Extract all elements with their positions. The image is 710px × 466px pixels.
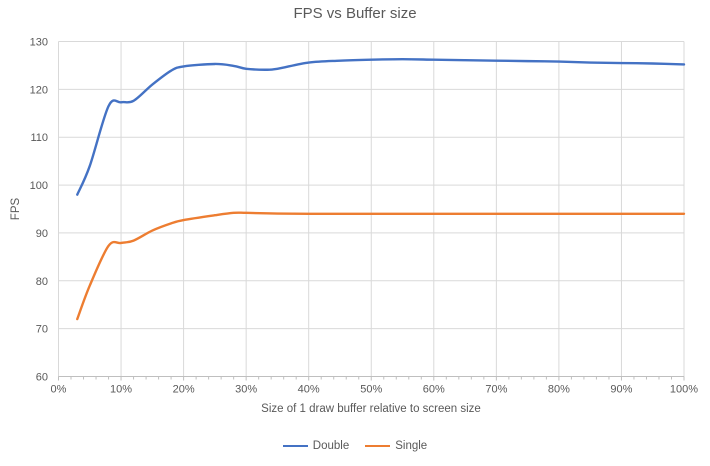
series-line-double: [76, 58, 686, 196]
x-tick-label: 10%: [110, 384, 132, 396]
legend-item-double: Double: [282, 440, 350, 452]
legend-label-double: Double: [312, 440, 350, 452]
legend-swatch-double: [282, 444, 308, 448]
y-tick-label: 120: [30, 84, 48, 96]
y-axis-title: FPS: [10, 197, 22, 221]
x-tick-label: 70%: [485, 384, 507, 396]
y-tick-label: 70: [36, 324, 48, 336]
y-tick-label: 60: [36, 372, 48, 384]
x-tick-label: 20%: [173, 384, 195, 396]
x-tick-label: 30%: [235, 384, 257, 396]
x-tick-label: 40%: [298, 384, 320, 396]
legend-label-single: Single: [395, 440, 428, 452]
x-tick-label: 90%: [610, 384, 632, 396]
legend-swatch-single: [365, 444, 391, 448]
x-tick-label: 50%: [360, 384, 382, 396]
y-tick-label: 80: [36, 276, 48, 288]
x-axis-title: Size of 1 draw buffer relative to screen…: [261, 403, 481, 415]
x-tick-label: 60%: [423, 384, 445, 396]
chart-title: FPS vs Buffer size: [293, 5, 417, 22]
legend-item-single: Single: [365, 440, 427, 452]
x-tick-label: 80%: [548, 384, 570, 396]
x-tick-label: 100%: [670, 384, 698, 396]
y-tick-label: 130: [30, 37, 48, 49]
series-line-single: [76, 211, 686, 321]
x-tick-label: 0%: [51, 384, 67, 396]
legend: Double Single: [0, 440, 710, 452]
y-tick-label: 100: [30, 180, 48, 192]
y-tick-label: 110: [30, 132, 48, 144]
y-tick-label: 90: [36, 228, 48, 240]
